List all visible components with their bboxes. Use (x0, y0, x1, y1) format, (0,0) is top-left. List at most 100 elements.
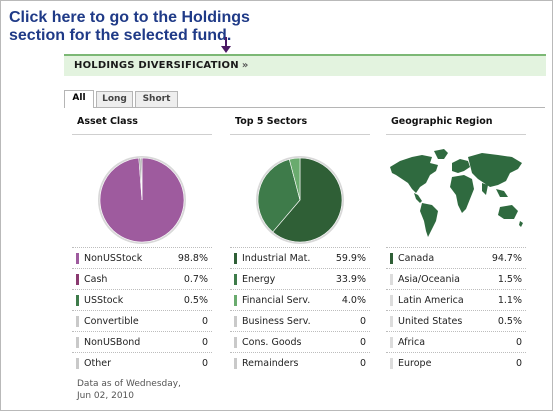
sector-swatch (234, 253, 237, 264)
north-america-shape (390, 155, 438, 193)
holdings-diversification-link[interactable]: HOLDINGS DIVERSIFICATION» (74, 60, 248, 71)
region-row: Africa 0 (386, 331, 526, 352)
tab-short[interactable]: Short (135, 91, 178, 107)
asset-class-pie (98, 156, 186, 244)
sector-label: Financial Serv. (242, 295, 311, 306)
region-label: United States (398, 316, 463, 327)
chevron-right-icon: » (241, 60, 249, 71)
asset-class-swatch (76, 295, 79, 306)
region-row: United States 0.5% (386, 310, 526, 331)
sector-swatch (234, 295, 237, 306)
geographic-region-column: Geographic Region Canada 94.7% Asia/Oceani… (386, 115, 526, 369)
sector-row: Cons. Goods 0 (230, 331, 370, 352)
region-row: Canada 94.7% (386, 247, 526, 268)
region-label: Canada (398, 253, 435, 264)
sector-label: Industrial Mat. (242, 253, 311, 264)
europe-shape (452, 159, 470, 173)
region-value: 0 (515, 337, 522, 348)
sector-row: Energy 33.9% (230, 268, 370, 289)
asset-class-label: USStock (84, 295, 124, 306)
sector-swatch (234, 274, 237, 285)
region-swatch (390, 316, 393, 327)
region-swatch (390, 337, 393, 348)
callout-arrow-shaft (225, 37, 227, 48)
greenland-shape (434, 149, 448, 159)
geographic-region-divider (386, 134, 526, 135)
sector-row: Remainders 0 (230, 352, 370, 373)
sector-pie-slice-industrial-mat (272, 157, 343, 243)
sector-value: 0 (359, 358, 366, 369)
top-sectors-divider (230, 134, 370, 135)
top-sectors-chart (230, 145, 370, 257)
asset-class-label: Other (84, 358, 111, 369)
region-swatch (390, 295, 393, 306)
sector-row: Industrial Mat. 59.9% (230, 247, 370, 268)
region-value: 0 (515, 358, 522, 369)
asset-class-value: 0.5% (183, 295, 208, 306)
region-value: 1.5% (497, 274, 522, 285)
callout-line-2: section for the selected fund. (9, 27, 232, 44)
header-title: HOLDINGS DIVERSIFICATION (74, 60, 239, 71)
asset-class-swatch (76, 316, 79, 327)
sector-pie-slice-financial-serv (288, 157, 301, 201)
new-zealand-shape (519, 221, 523, 227)
asset-class-column: Asset Class NonUSStock 98.8% Cash 0.7% USSto… (72, 115, 212, 369)
region-row: Europe 0 (386, 352, 526, 373)
region-swatch (390, 358, 393, 369)
asset-class-label: NonUSStock (84, 253, 143, 264)
asset-class-divider (72, 134, 212, 135)
region-label: Asia/Oceania (398, 274, 460, 285)
tab-all[interactable]: All (64, 90, 94, 108)
top-sectors-column: Top 5 Sectors Industrial Mat. 59.9% Energy… (230, 115, 370, 369)
region-label: Europe (398, 358, 432, 369)
sector-value: 0 (359, 316, 366, 327)
data-as-of: Data as of Wednesday, Jun 02, 2010 (77, 378, 227, 402)
data-as-of-line-2: Jun 02, 2010 (77, 391, 135, 401)
sector-swatch (234, 337, 237, 348)
asset-class-label: Cash (84, 274, 108, 285)
australia-shape (498, 205, 518, 219)
asset-class-swatch (76, 337, 79, 348)
sector-label: Business Serv. (242, 316, 311, 327)
sector-label: Energy (242, 274, 276, 285)
asset-class-value: 0 (201, 337, 208, 348)
asset-class-swatch (76, 253, 79, 264)
sector-row: Business Serv. 0 (230, 310, 370, 331)
asset-class-value: 0.7% (183, 274, 208, 285)
callout-text: Click here to go to the Holdings section… (9, 9, 339, 45)
callout-arrow-icon (221, 46, 231, 53)
asset-class-row: USStock 0.5% (72, 289, 212, 310)
sector-value: 4.0% (341, 295, 366, 306)
central-america-shape (414, 193, 422, 203)
world-map-icon (390, 149, 523, 237)
sector-value: 59.9% (335, 253, 366, 264)
asset-class-swatch (76, 358, 79, 369)
asset-class-title: Asset Class (77, 116, 138, 127)
region-label: Latin America (398, 295, 464, 306)
india-shape (482, 183, 488, 195)
asset-class-pie-slice-usstock (140, 157, 143, 201)
region-value: 94.7% (491, 253, 522, 264)
asset-class-label: Convertible (84, 316, 139, 327)
sector-value: 0 (359, 337, 366, 348)
sector-pie-slice-energy (257, 159, 301, 233)
sector-value: 33.9% (335, 274, 366, 285)
asset-class-swatch (76, 274, 79, 285)
tab-long[interactable]: Long (96, 91, 133, 107)
geographic-region-title: Geographic Region (391, 116, 493, 127)
asia-shape (468, 153, 522, 187)
asset-class-row: Other 0 (72, 352, 212, 373)
region-swatch (390, 253, 393, 264)
asset-class-value: 0 (201, 358, 208, 369)
asset-class-row: NonUSBond 0 (72, 331, 212, 352)
asset-class-value: 0 (201, 316, 208, 327)
sector-label: Cons. Goods (242, 337, 302, 348)
region-swatch (390, 274, 393, 285)
holdings-tabs: All Long Short (64, 90, 545, 108)
region-value: 1.1% (497, 295, 522, 306)
southeast-asia-shape (496, 189, 508, 197)
asset-class-row: NonUSStock 98.8% (72, 247, 212, 268)
region-row: Latin America 1.1% (386, 289, 526, 310)
holdings-diversification-header[interactable]: HOLDINGS DIVERSIFICATION» (64, 54, 546, 76)
sector-swatch (234, 316, 237, 327)
